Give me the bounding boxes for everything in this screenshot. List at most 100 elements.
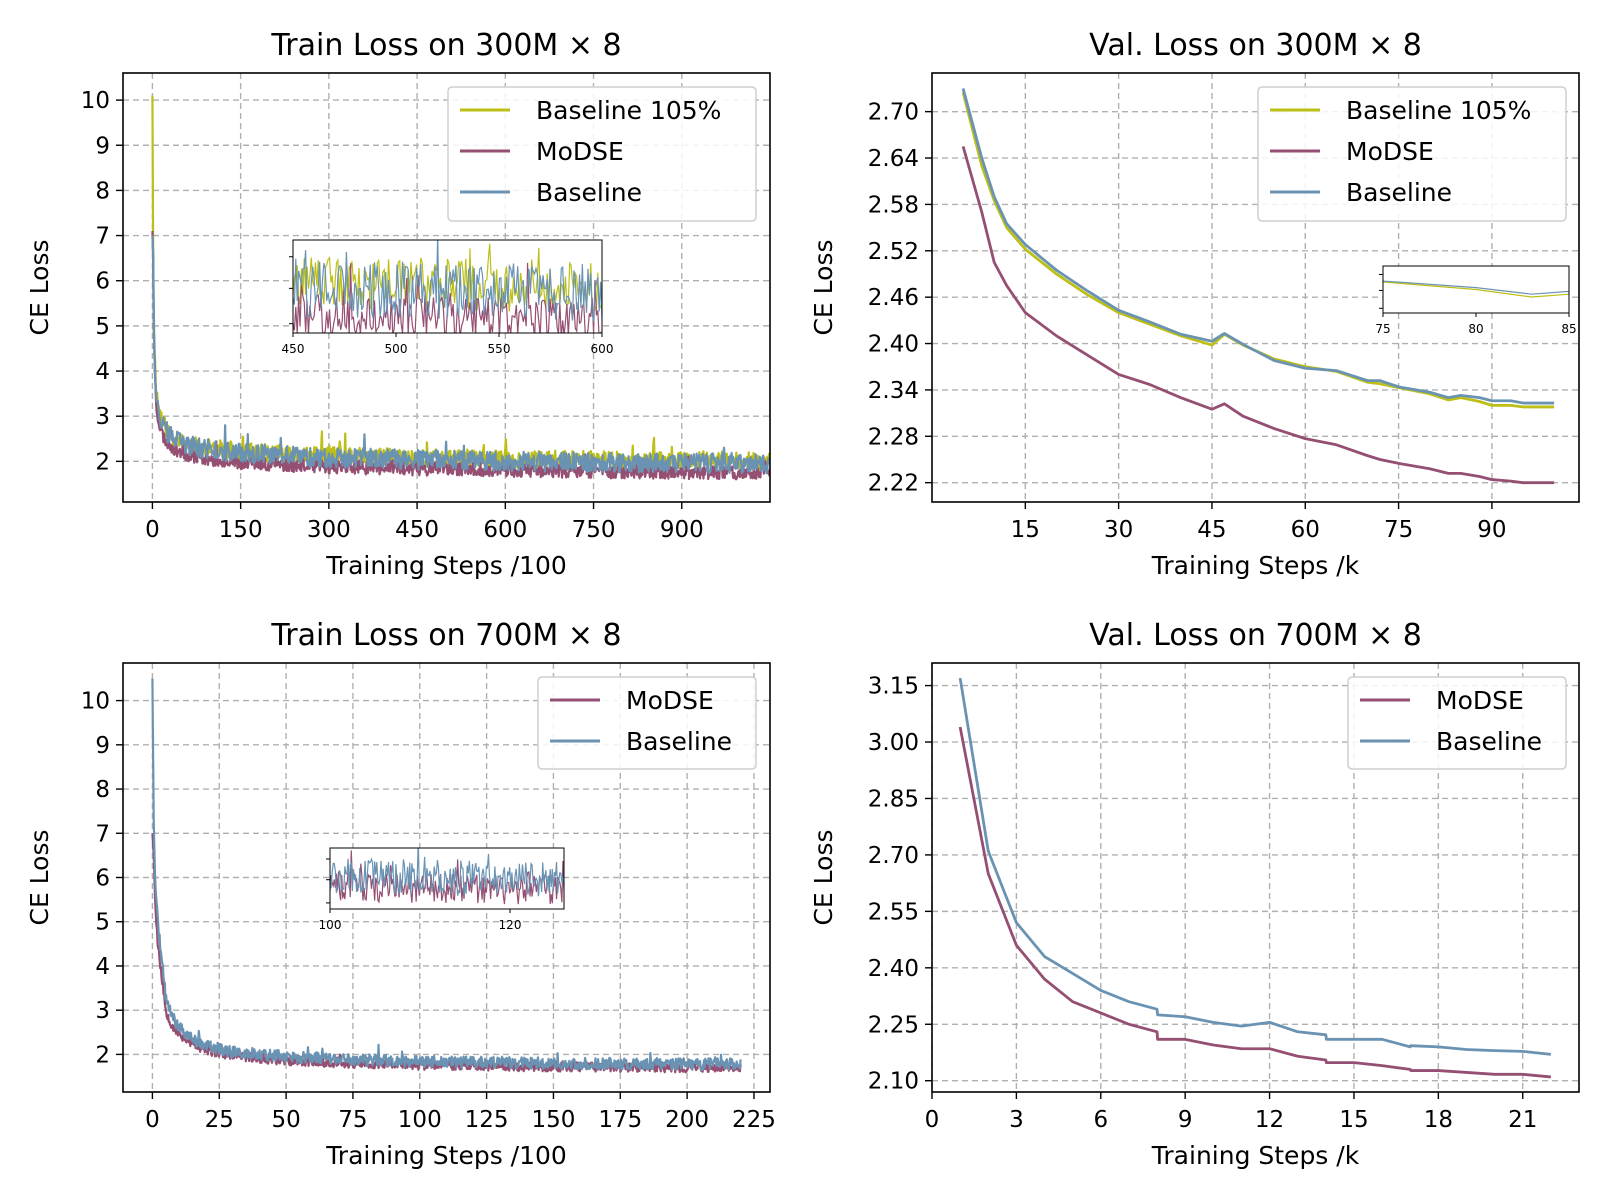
x-tick-label: 60 <box>1291 517 1320 543</box>
chart-panel-2: 15 30 45 60 75 90 2.22 2.28 2.34 2.40 2.46 2.52 2.58… <box>809 28 1580 580</box>
x-tick-label: 75 <box>338 1107 367 1133</box>
x-tick-label: 0 <box>145 517 160 543</box>
y-tick-label: 2 <box>95 1042 110 1068</box>
x-tick-label: 90 <box>1477 517 1506 543</box>
x-tick-label: 12 <box>1255 1107 1284 1133</box>
y-axis-label: CE Loss <box>809 239 838 335</box>
x-tick-label: 175 <box>598 1107 642 1133</box>
chart-panel-3: 0 25 50 75 100 125 150 175 200 225 2 3 4 5 6 7 8 9 10 Train… <box>25 618 776 1170</box>
series-line-baseline <box>958 677 1552 1056</box>
series-lines <box>961 88 1555 485</box>
chart-title: Train Loss on 300M × 8 <box>270 28 621 63</box>
y-tick-label: 5 <box>95 314 110 340</box>
y-tick-label: 6 <box>95 866 110 892</box>
x-axis-label: Training Steps /100 <box>325 551 567 580</box>
plot-frame <box>931 72 1580 503</box>
inset-frame <box>329 847 565 910</box>
legend-entry: MoDSE <box>626 686 714 715</box>
x-tick-label: 200 <box>665 1107 709 1133</box>
y-tick-label: 9 <box>95 133 110 159</box>
series-line-baseline <box>961 88 1555 405</box>
inset-series-line <box>330 850 564 905</box>
inset-series-line <box>1383 280 1569 295</box>
legend-entry: Baseline <box>536 178 642 207</box>
series-line-baseline <box>151 678 742 1072</box>
x-tick-label: 900 <box>660 517 704 543</box>
x-tick-label: 3 <box>1009 1107 1024 1133</box>
legend: Baseline 105% MoDSE Baseline <box>447 86 757 222</box>
x-tick-label: 225 <box>732 1107 776 1133</box>
x-tick-label: 150 <box>219 517 263 543</box>
x-tick-label: 150 <box>531 1107 575 1133</box>
y-tick-label: 2 <box>95 449 110 475</box>
x-tick-label: 15 <box>1011 517 1040 543</box>
y-tick-label: 2.52 <box>868 239 919 265</box>
inset-x-tick-label: 450 <box>282 342 305 356</box>
legend: Baseline 105% MoDSE Baseline <box>1257 86 1567 222</box>
y-tick-label: 10 <box>81 689 110 715</box>
y-tick-label: 2.55 <box>868 899 919 925</box>
y-tick-label: 2.85 <box>868 786 919 812</box>
series-lines <box>151 95 770 481</box>
x-axis-label: Training Steps /k <box>1151 551 1360 580</box>
x-tick-label: 9 <box>1178 1107 1193 1133</box>
y-tick-label: 2.46 <box>868 285 919 311</box>
inset-x-tick-label: 550 <box>488 342 511 356</box>
series-lines <box>151 678 742 1074</box>
x-tick-label: 0 <box>145 1107 160 1133</box>
y-tick-label: 8 <box>95 178 110 204</box>
legend-box <box>447 86 757 222</box>
inset-zoom: 75 80 85 <box>1375 265 1577 336</box>
x-tick-label: 100 <box>398 1107 442 1133</box>
x-tick-label: 450 <box>395 517 439 543</box>
legend-entry: MoDSE <box>1436 686 1524 715</box>
y-tick-label: 8 <box>95 777 110 803</box>
inset-x-tick-label: 120 <box>499 918 522 932</box>
plot-frame <box>122 72 771 503</box>
x-tick-label: 30 <box>1104 517 1133 543</box>
y-tick-label: 2.70 <box>868 100 919 126</box>
series-line-modse <box>961 146 1555 485</box>
y-tick-label: 2.34 <box>868 378 919 404</box>
inset-frame <box>292 239 603 334</box>
x-tick-label: 45 <box>1197 517 1226 543</box>
y-tick-label: 4 <box>95 954 110 980</box>
series-lines <box>958 677 1552 1079</box>
legend-entry: Baseline <box>1436 727 1542 756</box>
y-tick-label: 3 <box>95 998 110 1024</box>
x-tick-label: 50 <box>271 1107 300 1133</box>
chart-title: Val. Loss on 300M × 8 <box>1089 28 1422 63</box>
y-tick-label: 3 <box>95 404 110 430</box>
x-tick-label: 0 <box>925 1107 940 1133</box>
inset-series-line <box>1383 281 1569 298</box>
inset-zoom: 100 120 <box>319 847 565 932</box>
y-tick-label: 9 <box>95 733 110 759</box>
legend-entry: Baseline 105% <box>536 96 721 125</box>
y-tick-label: 3.00 <box>868 730 919 756</box>
y-tick-label: 7 <box>95 224 110 250</box>
y-tick-label: 2.28 <box>868 424 919 450</box>
y-axis-label: CE Loss <box>25 829 54 925</box>
legend-entry: Baseline <box>1346 178 1452 207</box>
series-line-baseline <box>151 235 770 475</box>
y-axis-label: CE Loss <box>809 829 838 925</box>
x-tick-label: 21 <box>1508 1107 1537 1133</box>
chart-title: Val. Loss on 700M × 8 <box>1089 618 1422 653</box>
legend: MoDSE Baseline <box>1347 676 1567 770</box>
y-tick-label: 2.40 <box>868 332 919 358</box>
y-tick-label: 2.10 <box>868 1069 919 1095</box>
legend-entry: MoDSE <box>1346 137 1434 166</box>
inset-x-tick-label: 75 <box>1375 322 1390 336</box>
x-tick-label: 750 <box>572 517 616 543</box>
inset-lines <box>1383 280 1569 298</box>
x-tick-label: 300 <box>307 517 351 543</box>
legend-entry: Baseline 105% <box>1346 96 1531 125</box>
inset-x-tick-label: 500 <box>385 342 408 356</box>
inset-lines <box>330 848 564 905</box>
x-tick-label: 125 <box>465 1107 509 1133</box>
inset-lines <box>293 240 602 333</box>
x-tick-label: 6 <box>1093 1107 1108 1133</box>
chart-panel-4: 0 3 6 9 12 15 18 21 2.10 2.25 2.40 2.55 2.70 2.85 3.00… <box>809 618 1580 1170</box>
inset-series-line <box>293 240 602 322</box>
